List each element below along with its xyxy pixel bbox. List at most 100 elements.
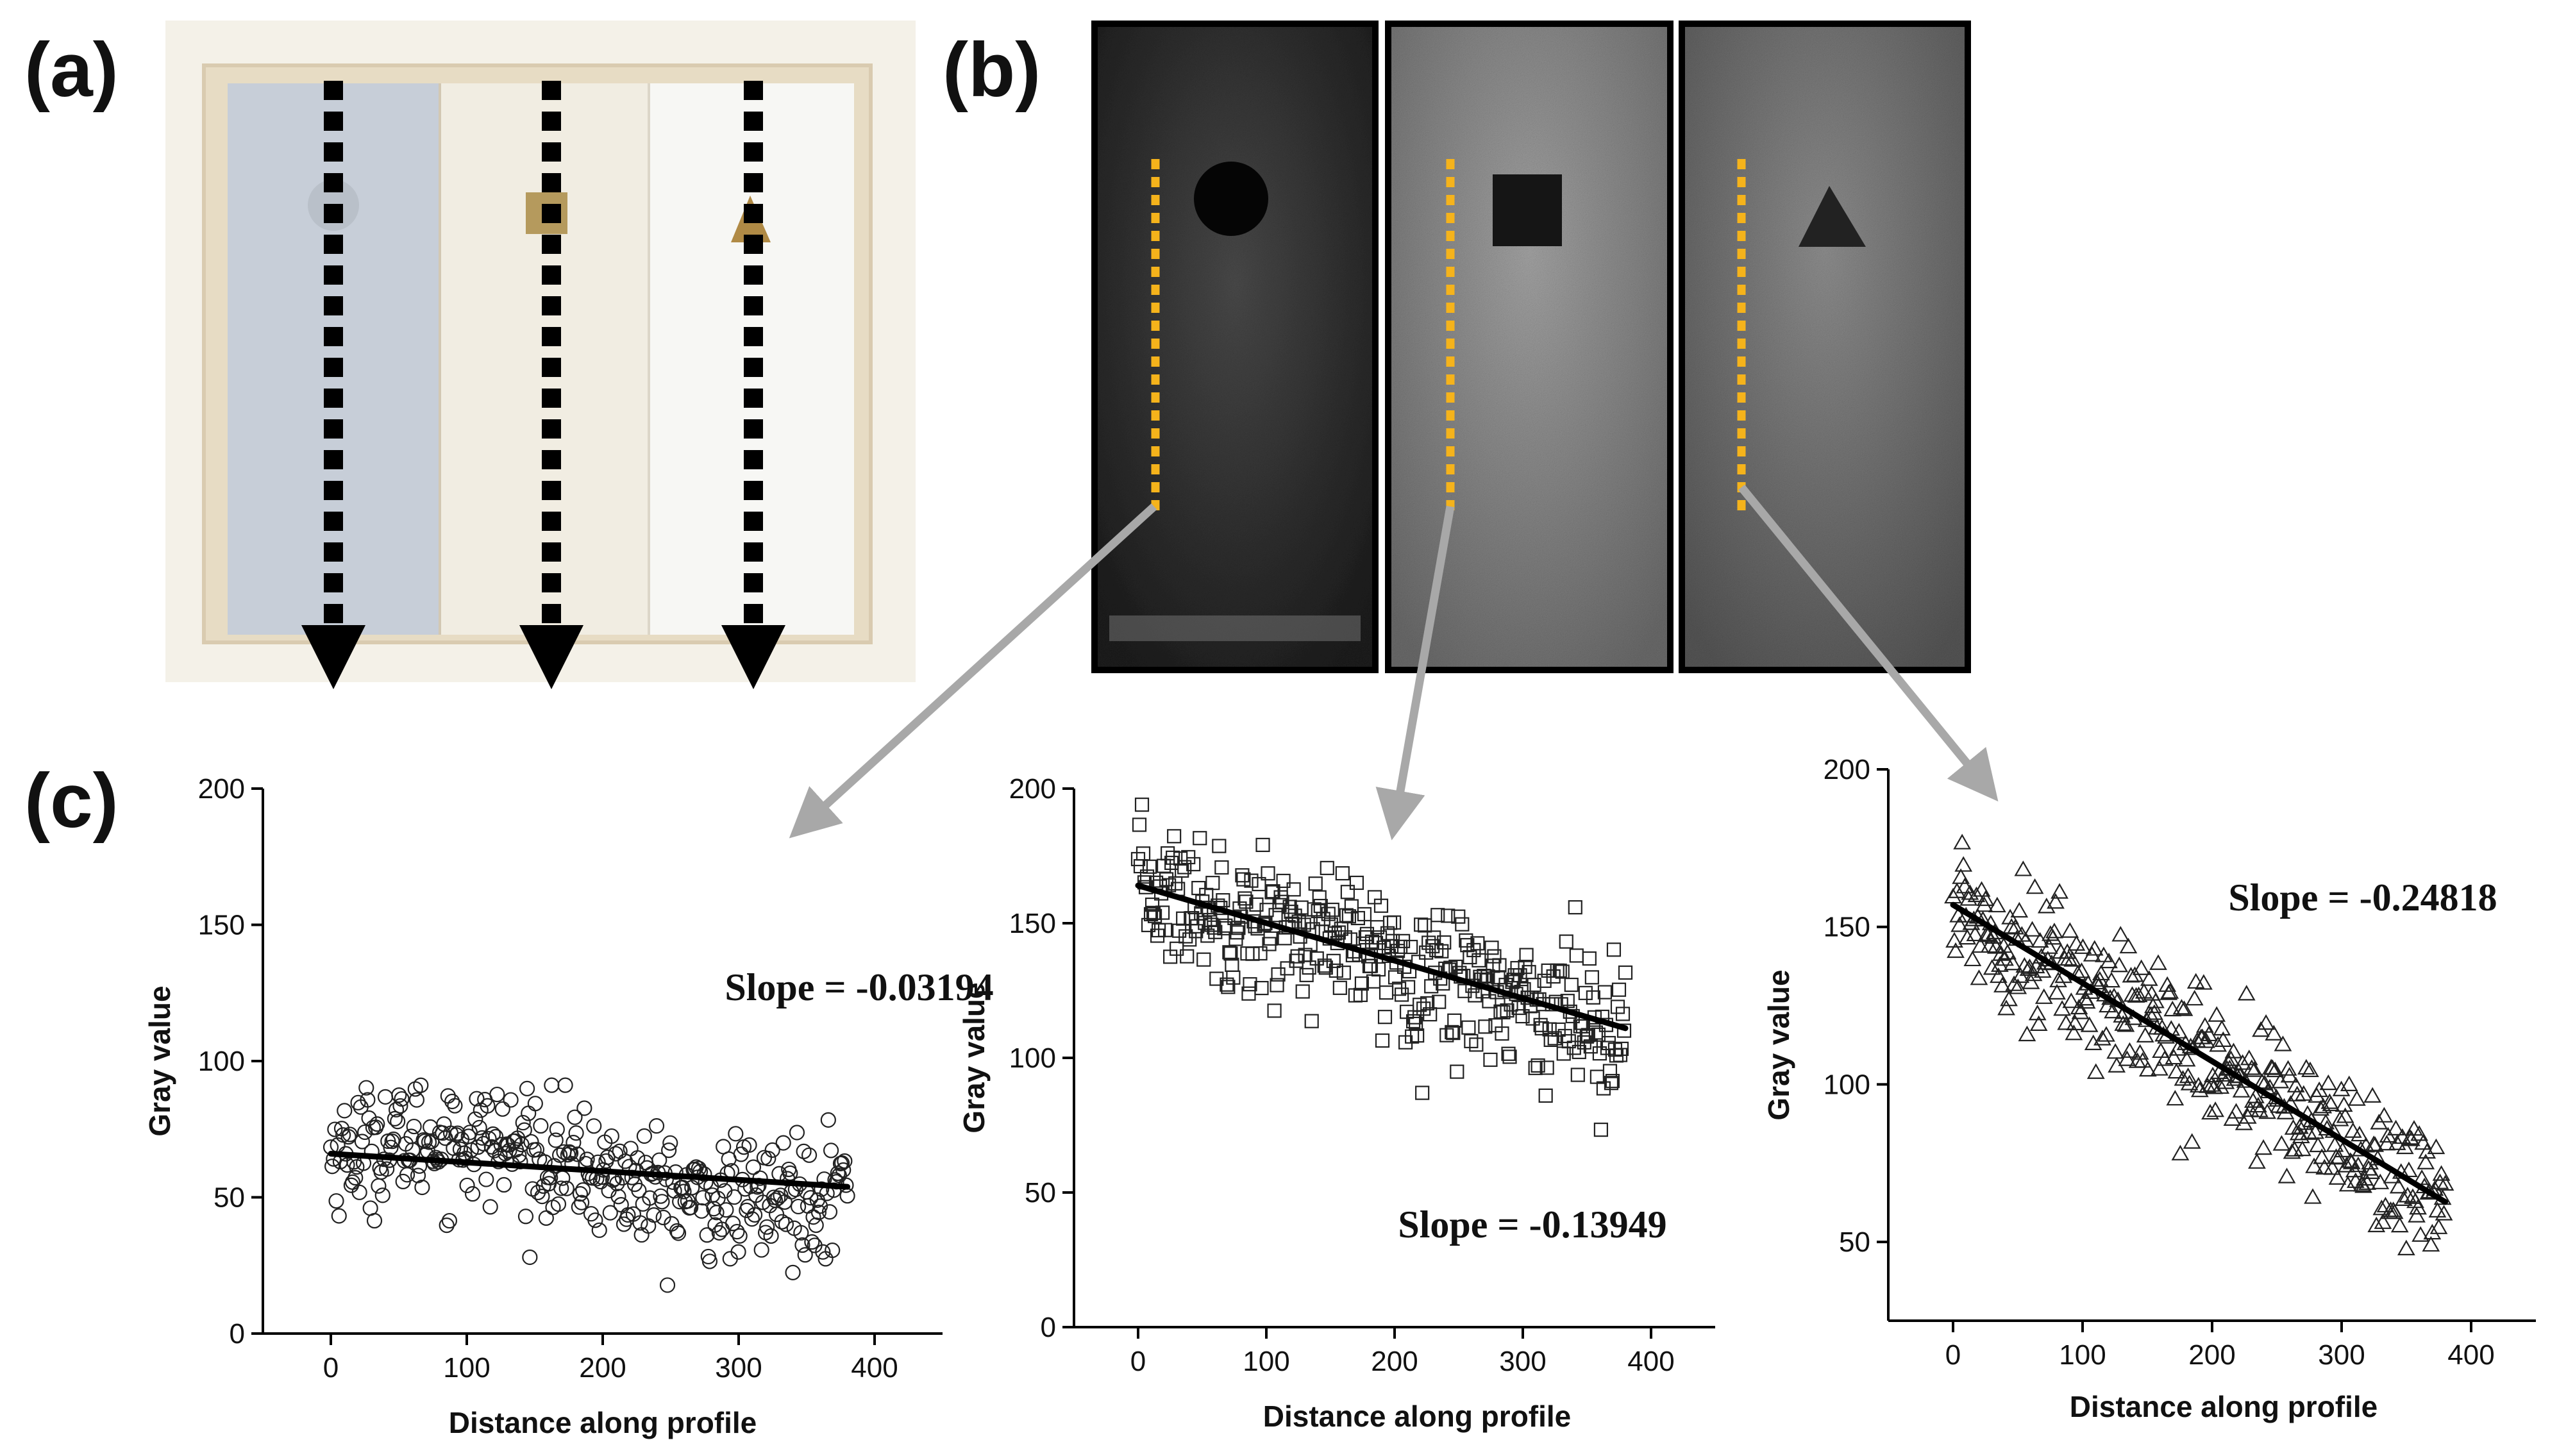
data-point [408,1092,425,1108]
data-point [2411,1226,2430,1242]
data-point [2005,975,2024,991]
data-point [2409,1199,2427,1215]
data-point [2406,1192,2424,1209]
data-point [1357,907,1372,922]
data-point [350,1094,366,1110]
ultrasound-image-1 [1098,27,1372,667]
data-point [548,1132,564,1148]
data-point [515,1114,531,1131]
data-point [1332,980,1347,995]
data-point [1470,936,1485,951]
data-point [527,1096,543,1112]
data-point [728,1126,744,1142]
data-point [467,1111,483,1127]
data-point [1341,909,1356,924]
data-point [764,1142,780,1158]
data-point [1992,945,2010,961]
data-point [1959,890,1978,906]
data-point [2067,935,2086,951]
data-point [1537,973,1552,988]
axes: 0 50 100 150 200 0 100 200 300 400 [198,773,943,1384]
data-point [2294,1085,2313,1101]
data-point [1564,977,1579,992]
data-point [632,1215,648,1231]
data-point [574,1194,590,1210]
data-point [406,1118,422,1135]
data-point [1286,882,1301,897]
data-point [2009,978,2027,994]
arrowhead-3 [721,625,785,689]
data-point [1954,856,1973,872]
data-point [1214,860,1229,875]
data-point [2371,1173,2390,1189]
data-point [1373,898,1389,913]
data-point [760,1150,776,1167]
phantom-photo [165,21,916,689]
data-point [1335,866,1350,881]
data-point [733,1146,749,1162]
connector-arrow-3 [1738,484,1999,802]
data-point [1275,894,1289,909]
data-point [2332,1080,2351,1096]
data-point [695,1190,711,1206]
data-point [1457,983,1472,998]
data-point [2297,1059,2315,1075]
data-point [608,1146,624,1162]
data-point [390,1114,406,1130]
y-tick-label: 0 [230,1318,245,1350]
data-point [1999,944,2017,960]
connector-arrows [789,484,1999,841]
axes: 50 100 150 200 0 100 200 300 400 [1824,754,2536,1371]
data-point [2398,1187,2417,1203]
data-point [2063,951,2082,967]
data-point [1349,875,1364,891]
data-point [1406,1014,1421,1029]
data-point [1552,963,1567,978]
data-point [489,1086,505,1103]
data-point [1147,908,1162,923]
data-point [2086,1063,2105,1079]
data-point [810,1204,827,1221]
data-point [2106,1043,2125,1059]
data-point [1414,917,1429,932]
data-point [1189,924,1204,939]
data-point [2018,1025,2036,1042]
data-point [2149,954,2167,970]
data-point [2358,1174,2376,1190]
data-point [2399,1161,2418,1178]
data-point [522,1249,538,1266]
data-point [488,1128,504,1145]
data-point [1196,952,1211,967]
data-point [610,1189,626,1205]
data-point [1252,876,1266,892]
data-point [1614,1041,1629,1056]
data-point [2277,1167,2296,1184]
data-point [377,1089,394,1105]
data-point [1270,978,1284,992]
data-point [2314,1098,2333,1114]
data-point [523,1134,539,1150]
x-tick-label: 400 [1627,1346,1674,1377]
data-point [1353,987,1368,1002]
y-axis-title: Gray value [143,985,176,1136]
data-point [2241,1101,2260,1117]
data-point [1150,928,1165,943]
data-point [2301,1061,2319,1078]
fit-line [1135,882,1629,1032]
data-point [2209,1036,2227,1052]
data-point [1586,990,1600,1005]
data-point [654,1194,670,1210]
data-point [2322,1095,2340,1112]
data-point [1207,920,1221,935]
data-point [2120,1042,2139,1058]
data-point [2145,1004,2163,1020]
data-point [2133,1051,2152,1068]
data-point [2167,1062,2186,1079]
data-point [2177,1051,2196,1067]
data-point [1437,935,1452,950]
data-point [2436,1175,2454,1191]
data-point [2266,1061,2285,1078]
data-point [746,1207,763,1223]
y-tick-label: 150 [1824,912,1870,943]
data-point [2304,1188,2322,1204]
